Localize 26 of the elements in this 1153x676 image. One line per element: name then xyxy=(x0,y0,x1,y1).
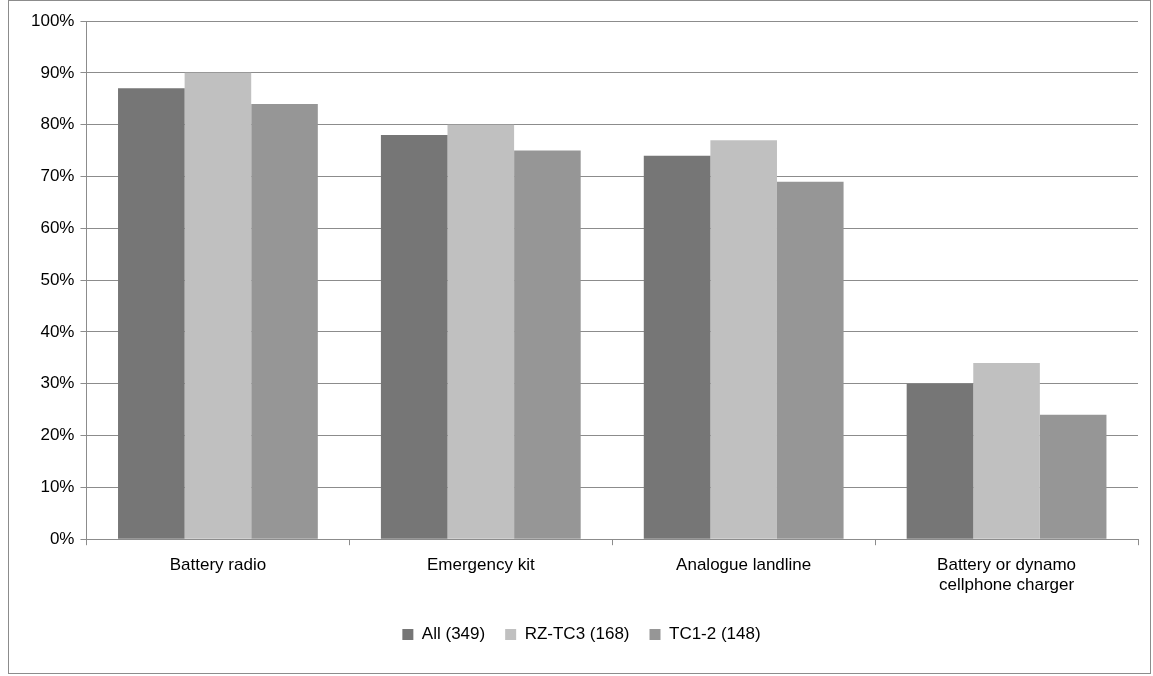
bar xyxy=(447,124,515,539)
y-tick-label: 60% xyxy=(40,217,75,237)
x-tick-label: Analogue landline xyxy=(676,555,812,575)
bar xyxy=(710,140,777,539)
y-tick-label: 40% xyxy=(40,321,75,341)
y-tick-label: 10% xyxy=(40,477,75,497)
y-tick-label: 20% xyxy=(40,425,75,445)
y-tick-label: 70% xyxy=(40,166,75,186)
x-tick-label: Emergency kit xyxy=(426,555,535,575)
y-tick-label: 0% xyxy=(49,528,75,548)
y-tick-label: 30% xyxy=(40,373,75,393)
bar xyxy=(906,383,974,539)
legend-label: All (349) xyxy=(421,624,486,644)
x-tick-label: Battery or dynamo cellphone charger xyxy=(937,555,1077,595)
bar xyxy=(380,135,448,539)
bar xyxy=(118,88,185,539)
y-tick-label: 90% xyxy=(40,62,75,82)
y-tick-label: 80% xyxy=(40,114,75,134)
legend-label: TC1-2 (148) xyxy=(669,624,761,644)
legend-label: RZ-TC3 (168) xyxy=(524,624,630,644)
y-tick-label: 100% xyxy=(31,10,75,30)
bar xyxy=(973,363,1040,539)
y-tick-label: 50% xyxy=(40,269,75,289)
bar xyxy=(184,72,252,539)
bar xyxy=(643,155,711,539)
x-tick-label: Battery radio xyxy=(169,555,267,575)
